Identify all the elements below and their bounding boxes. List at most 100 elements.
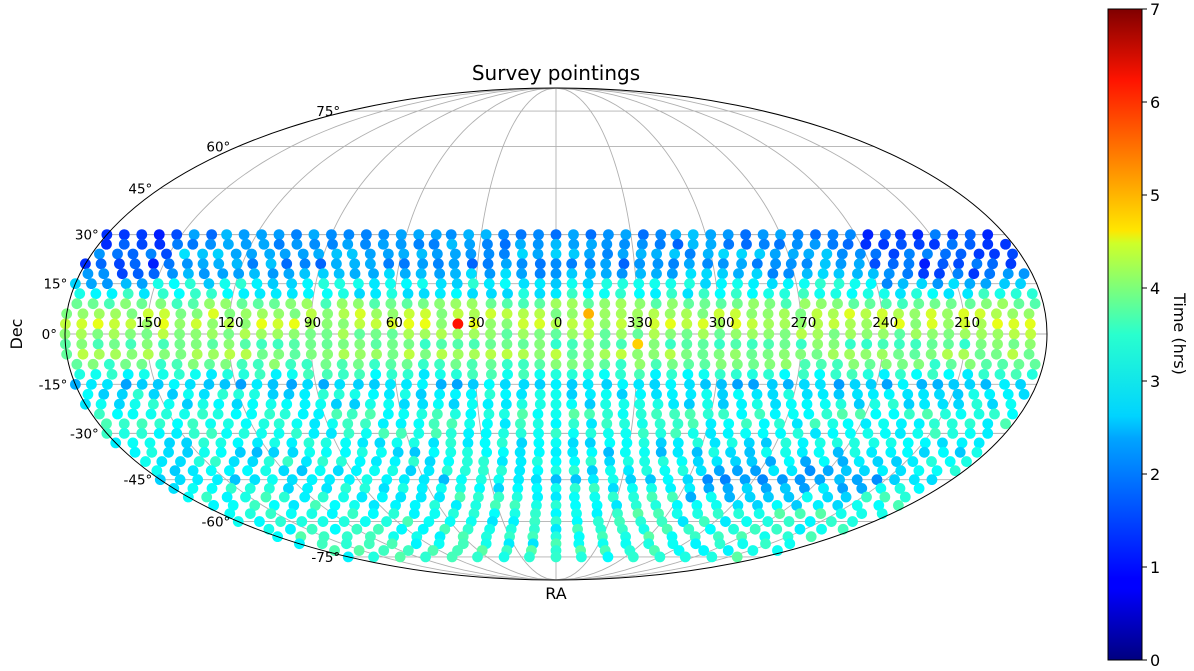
pointing-marker: [340, 446, 351, 458]
pointing-marker: [599, 298, 611, 310]
pointing-marker: [403, 308, 415, 320]
pointing-marker: [283, 388, 295, 400]
pointing-marker: [832, 358, 843, 370]
pointing-marker: [331, 258, 342, 270]
pointing-marker: [804, 465, 816, 477]
pointing-marker: [880, 358, 892, 370]
pointing-marker: [451, 278, 463, 290]
pointing-marker: [517, 248, 528, 260]
pointing-marker: [725, 446, 736, 458]
pointing-marker: [110, 308, 121, 320]
pointing-marker: [451, 288, 462, 300]
pointing-marker: [815, 358, 827, 370]
pointing-marker: [332, 465, 344, 477]
pointing-marker: [368, 500, 380, 511]
pointing-marker: [285, 298, 297, 310]
pointing-marker: [428, 238, 440, 250]
pointing-marker: [677, 516, 689, 527]
pointing-marker: [353, 378, 364, 390]
pointing-marker: [634, 358, 646, 370]
pointing-marker: [632, 348, 643, 360]
pointing-marker: [748, 358, 760, 370]
pointing-marker: [224, 348, 236, 360]
pointing-marker: [423, 465, 435, 477]
pointing-marker: [87, 298, 99, 310]
pointing-marker: [748, 378, 759, 390]
pointing-marker: [257, 308, 268, 320]
pointing-marker: [429, 508, 441, 520]
pointing-marker: [918, 446, 930, 458]
pointing-marker: [764, 298, 776, 310]
pointing-marker: [667, 298, 678, 310]
pointing-marker: [445, 437, 457, 449]
pointing-marker: [475, 474, 487, 486]
pointing-marker: [550, 358, 562, 370]
dec-tick-label: 15°: [43, 277, 67, 293]
pointing-marker: [509, 500, 521, 511]
pointing-marker: [147, 398, 159, 410]
pointing-marker: [387, 465, 399, 477]
pointing-marker: [989, 248, 1000, 260]
pointing-marker: [861, 338, 873, 350]
pointing-marker: [486, 368, 497, 380]
pointing-marker: [318, 378, 330, 390]
pointing-marker: [566, 338, 578, 350]
pointing-marker: [971, 258, 983, 270]
pointing-marker: [198, 437, 210, 449]
pointing-marker: [779, 368, 791, 380]
pointing-marker: [376, 446, 387, 458]
pointing-marker: [743, 437, 755, 449]
pointing-marker: [331, 398, 342, 410]
pointing-marker: [566, 308, 578, 320]
pointing-marker: [420, 348, 431, 360]
pointing-marker: [568, 465, 580, 477]
pointing-marker: [240, 348, 252, 360]
pointing-marker: [964, 229, 976, 241]
pointing-marker: [282, 456, 294, 467]
pointing-marker: [225, 483, 237, 494]
ra-tick-label: 60: [386, 315, 403, 331]
pointing-marker: [289, 348, 301, 360]
pointing-marker: [409, 446, 421, 458]
pointing-marker: [213, 398, 225, 410]
pointing-marker: [534, 338, 546, 350]
pointing-marker: [450, 358, 462, 370]
pointing-marker: [566, 298, 578, 310]
pointing-marker: [699, 358, 711, 370]
pointing-marker: [964, 238, 976, 250]
pointing-marker: [483, 278, 495, 290]
pointing-marker: [416, 483, 428, 494]
pointing-marker: [364, 408, 376, 420]
pointing-marker: [779, 328, 791, 340]
pointing-marker: [994, 288, 1006, 300]
pointing-marker: [343, 427, 355, 439]
pointing-marker: [417, 523, 429, 535]
pointing-marker: [999, 278, 1010, 290]
pointing-marker: [369, 298, 381, 310]
pointing-marker: [388, 508, 400, 520]
pointing-marker: [179, 408, 190, 420]
pointing-marker: [338, 368, 349, 380]
pointing-marker: [273, 238, 285, 250]
pointing-marker: [600, 268, 612, 280]
pointing-marker: [1010, 288, 1022, 300]
pointing-marker: [1005, 398, 1017, 410]
pointing-marker: [584, 398, 596, 410]
pointing-marker: [814, 278, 826, 290]
pointing-marker: [648, 338, 660, 350]
pointing-marker: [568, 427, 579, 439]
pointing-marker: [321, 446, 332, 458]
pointing-marker: [249, 268, 260, 280]
pointing-marker: [479, 437, 491, 449]
pointing-marker: [501, 298, 513, 310]
pointing-marker: [566, 268, 578, 280]
pointing-marker: [706, 551, 718, 563]
pointing-marker: [747, 368, 758, 380]
pointing-marker: [401, 298, 413, 310]
pointing-marker: [617, 278, 629, 290]
pointing-marker: [268, 446, 280, 458]
pointing-marker: [450, 408, 461, 420]
pointing-marker: [256, 427, 267, 439]
pointing-marker: [622, 456, 634, 467]
